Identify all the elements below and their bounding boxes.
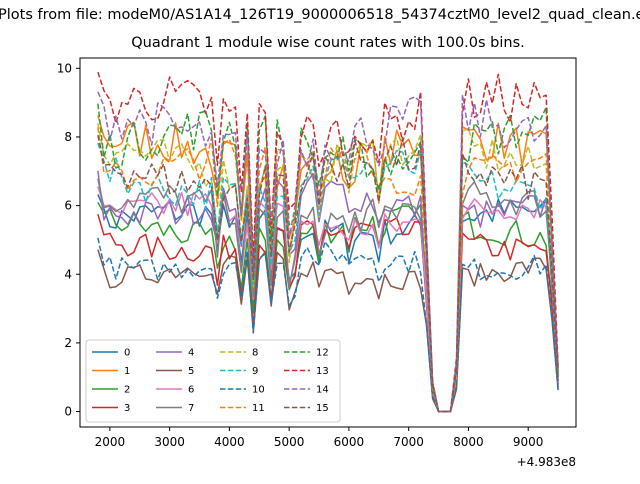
x-tick-label: 6000 [334, 435, 365, 449]
x-tick-label: 5000 [274, 435, 305, 449]
series-line-9 [97, 142, 559, 413]
series-line-1 [97, 115, 559, 413]
y-tick-label: 8 [64, 130, 72, 144]
x-tick-label: 8000 [453, 435, 484, 449]
series-line-5 [97, 249, 559, 413]
legend-label-15: 15 [316, 403, 329, 414]
y-tick-label: 10 [57, 61, 72, 75]
plot-frame [79, 57, 577, 428]
legend-box [85, 339, 341, 423]
legend-label-4: 4 [188, 348, 194, 359]
y-tick-label: 2 [64, 336, 72, 350]
legend-label-0: 0 [124, 348, 130, 359]
y-tick-label: 4 [64, 267, 72, 281]
series-line-10 [97, 237, 559, 413]
x-tick-label: 9000 [513, 435, 544, 449]
series-line-3 [97, 213, 559, 413]
x-tick-label: 3000 [154, 435, 185, 449]
legend-label-11: 11 [252, 403, 265, 414]
legend-label-7: 7 [188, 403, 194, 414]
figure-suptitle: Plots from file: modeM0/AS1A14_126T19_90… [0, 7, 640, 23]
x-axis: 2000 3000 4000 5000 6000 7000 8000 9000 [95, 427, 544, 449]
legend-label-8: 8 [252, 348, 258, 359]
legend-label-14: 14 [316, 385, 329, 396]
legend-label-9: 9 [252, 366, 258, 377]
legend-label-12: 12 [316, 348, 329, 359]
legend-label-10: 10 [252, 385, 265, 396]
series-line-14 [97, 91, 559, 413]
x-offset-label: +4.983e8 [517, 455, 576, 469]
series-line-13 [97, 71, 559, 413]
legend-label-13: 13 [316, 366, 329, 377]
y-tick-label: 6 [64, 199, 72, 213]
legend-label-6: 6 [188, 385, 194, 396]
legend-label-2: 2 [124, 385, 130, 396]
legend-label-3: 3 [124, 403, 130, 414]
x-tick-label: 7000 [393, 435, 424, 449]
x-tick-label: 4000 [214, 435, 245, 449]
y-tick-label: 0 [64, 405, 72, 419]
series-line-4 [97, 170, 559, 413]
series-line-11 [97, 127, 559, 413]
series-line-15 [97, 135, 559, 413]
legend-label-5: 5 [188, 366, 194, 377]
x-tick-label: 2000 [95, 435, 126, 449]
series-line-8 [97, 123, 559, 413]
series-lines [97, 71, 559, 413]
y-axis: 0 2 4 6 8 10 [57, 61, 80, 419]
chart-title: Quadrant 1 module wise count rates with … [131, 35, 525, 51]
legend-label-1: 1 [124, 366, 130, 377]
